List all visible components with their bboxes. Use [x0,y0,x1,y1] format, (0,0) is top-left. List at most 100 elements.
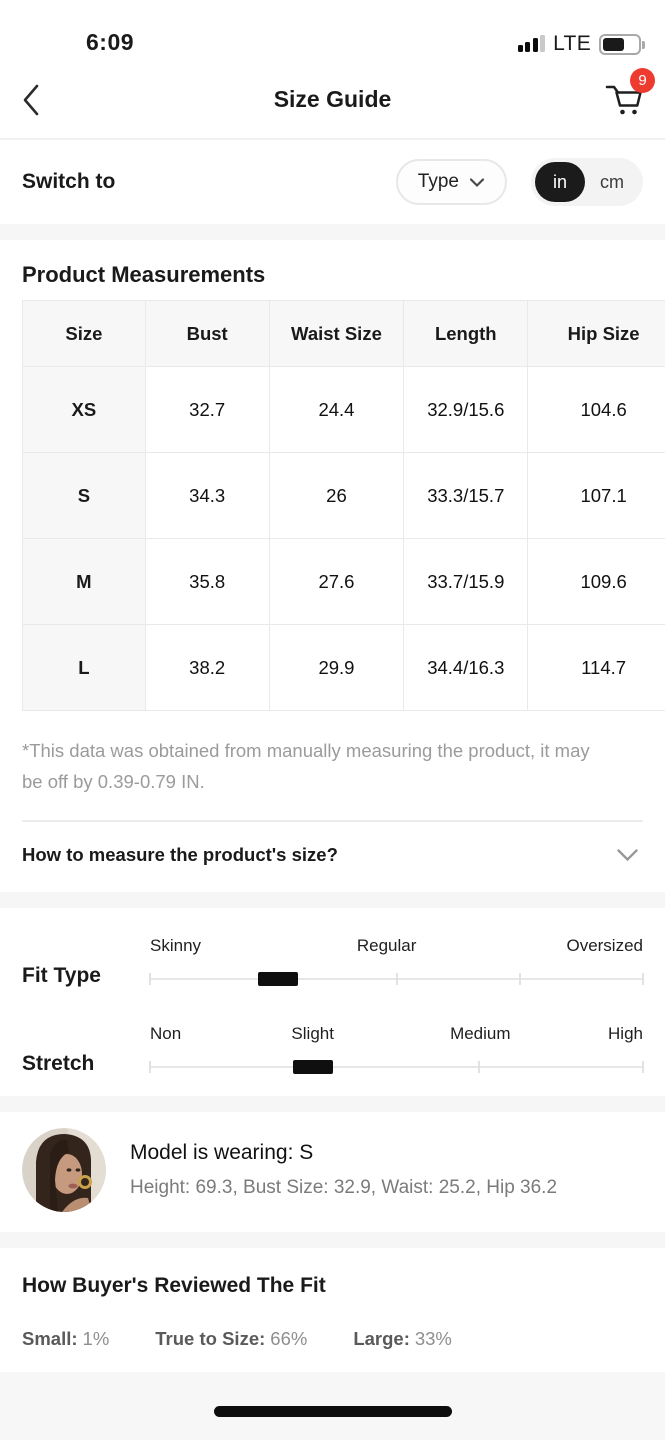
measurement-cell: 109.6 [527,538,665,625]
status-bar: 6:09 LTE [0,0,665,60]
network-type-label: LTE [553,32,591,55]
size-cell: S [22,452,146,539]
chevron-down-icon [617,849,638,862]
product-measurements-title: Product Measurements [22,262,266,287]
type-dropdown-button[interactable]: Type [395,159,507,205]
table-row: L 38.2 29.9 34.4/16.3 114.7 [22,624,665,711]
slider-tick [642,1060,644,1073]
type-dropdown-label: Type [417,171,459,192]
switch-to-row: Switch to Type in cm [0,140,665,224]
slider-scale-label: Regular [356,935,417,955]
slider-name-label: Stretch [22,1051,95,1075]
measurement-disclaimer: *This data was obtained from manually me… [22,740,590,793]
table-row: M 35.8 27.6 33.7/15.9 109.6 [22,538,665,625]
section-separator [0,224,665,240]
measurement-cell: 32.7 [144,366,270,453]
measurement-cell: 35.8 [144,538,270,625]
column-header: Size [22,300,146,367]
switch-to-label: Switch to [22,170,116,193]
measurement-cell: 33.7/15.9 [403,538,529,625]
fit-slider-row: Fit Type Skinny Regular Oversized [22,935,644,988]
how-to-measure-label: How to measure the product's size? [22,843,338,865]
unit-option-in[interactable]: in [534,162,585,202]
slider-name-label: Fit Type [22,963,101,987]
fit-stat: Small: 1% [22,1328,109,1350]
cart-count-badge: 9 [630,68,655,93]
measurement-cell: 24.4 [268,366,405,453]
slider-scale-label: Slight [291,1023,334,1043]
section-separator [0,1231,665,1248]
bottom-bar [0,1372,665,1440]
slider-scale-label: Medium [450,1023,511,1043]
model-info-row: Model is wearing: S Height: 69.3, Bust S… [0,1112,665,1232]
divider [22,819,643,822]
section-separator [0,891,665,908]
fit-stat-label: Small: [22,1327,78,1349]
slider-value-indicator [258,971,299,986]
slider-tick [477,1060,480,1073]
buyers-fit-section: How Buyer's Reviewed The Fit Small: 1% Tru… [0,1248,665,1350]
fit-stat-label: Large: [353,1327,410,1349]
section-separator [0,1095,665,1112]
column-header: Bust [144,300,270,367]
slider-tick [395,972,398,985]
table-header-row: Size Bust Waist Size Length Hip Size [22,300,665,367]
table-row: S 34.3 26 33.3/15.7 107.1 [22,452,665,539]
measurement-cell: 27.6 [268,538,405,625]
column-header: Waist Size [268,300,405,367]
cart-button[interactable]: 9 [603,68,655,124]
size-cell: XS [22,366,146,453]
slider-track [149,1058,644,1076]
fit-stat-value: 1% [82,1327,110,1349]
slider-scale-label: Non [150,1023,182,1043]
slider-value-indicator [292,1059,333,1074]
slider-scale-label: Skinny [150,935,202,955]
chevron-left-icon [23,84,39,116]
chevron-down-icon [469,177,485,187]
column-header: Hip Size [527,300,665,367]
clock: 6:09 [86,29,135,55]
navigation-bar: Size Guide 9 [0,60,665,140]
measurements-table-scroll[interactable]: Size Bust Waist Size Length Hip Size XS 32.7 2… [22,300,665,711]
measurements-table: Size Bust Waist Size Length Hip Size XS 32.7 2… [22,300,665,711]
fit-stat-label: True to Size: [155,1327,266,1349]
page-title: Size Guide [273,85,392,112]
slider-tick [642,972,644,985]
size-cell: L [22,624,146,711]
home-indicator[interactable] [213,1406,452,1417]
column-header: Length [403,300,529,367]
slider-scale-label: Oversized [566,935,643,955]
buyers-fit-title: How Buyer's Reviewed The Fit [22,1273,326,1297]
fit-stat: Large: 33% [353,1328,452,1350]
slider-tick [149,972,151,985]
measurement-cell: 34.4/16.3 [403,624,529,711]
measurement-cell: 29.9 [268,624,405,711]
cart-icon [605,85,642,115]
measurement-cell: 33.3/15.7 [403,452,529,539]
measurement-cell: 114.7 [527,624,665,711]
battery-icon [599,33,645,55]
measurement-cell: 104.6 [527,366,665,453]
back-button[interactable] [20,82,54,118]
size-cell: M [22,538,146,625]
measurement-cell: 38.2 [144,624,270,711]
unit-option-cm[interactable]: cm [600,171,624,192]
measurement-cell: 34.3 [144,452,270,539]
measurement-cell: 107.1 [527,452,665,539]
fit-stat: True to Size: 66% [155,1328,307,1350]
how-to-measure-row[interactable]: How to measure the product's size? [0,822,665,892]
model-measurements-label: Height: 69.3, Bust Size: 32.9, Waist: 25… [130,1176,558,1198]
fit-stat-value: 33% [414,1327,452,1349]
slider-scale-label: High [608,1023,643,1043]
fit-sliders-section: Fit Type Skinny Regular Oversized Stretch Non… [0,908,665,1096]
fit-slider-row: Stretch Non Slight Medium High [22,1023,644,1076]
model-wearing-label: Model is wearing: S [130,1140,314,1164]
signal-strength-icon [517,34,546,54]
slider-tick [518,972,521,985]
slider-track [149,970,644,988]
measurement-cell: 32.9/15.6 [403,366,529,453]
unit-toggle: in cm [530,158,643,206]
model-avatar [22,1127,106,1212]
fit-stats-row: Small: 1% True to Size: 66% Large: 33% [22,1328,643,1350]
